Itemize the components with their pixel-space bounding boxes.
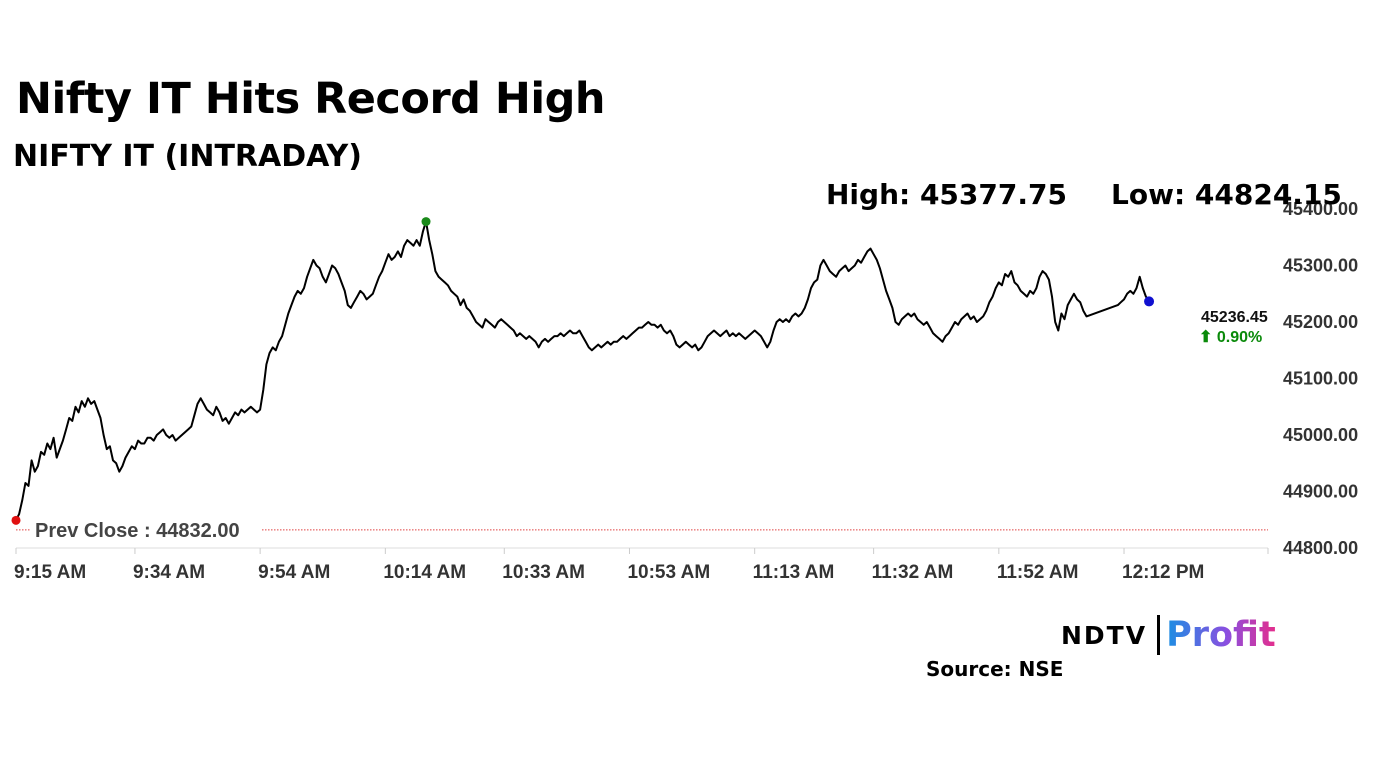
y-tick-label: 44800.00: [1283, 538, 1358, 558]
x-tick-label: 9:54 AM: [258, 562, 330, 583]
chart-title: Nifty IT Hits Record High: [16, 74, 606, 124]
y-tick-label: 45200.00: [1283, 312, 1358, 332]
x-tick-label: 10:33 AM: [502, 562, 585, 583]
day-high-stat: High: 45377.75: [826, 178, 1067, 211]
y-tick-label: 45000.00: [1283, 425, 1358, 445]
y-tick-label: 45100.00: [1283, 369, 1358, 389]
chart-subtitle: NIFTY IT (INTRADAY): [13, 139, 362, 174]
x-tick-label: 10:14 AM: [383, 562, 466, 583]
change-percent-label: ⬆ 0.90%: [1199, 329, 1262, 346]
day-low-stat: Low: 44824.15: [1111, 178, 1342, 211]
y-tick-label: 44900.00: [1283, 482, 1358, 502]
x-tick-label: 9:34 AM: [133, 562, 205, 583]
x-tick-label: 11:13 AM: [753, 562, 835, 583]
x-tick-label: 10:53 AM: [627, 562, 710, 583]
logo-ndtv-text: NDTV: [1061, 620, 1148, 650]
y-tick-label: 45300.00: [1283, 256, 1358, 276]
prev-close-label: Prev Close : 44832.00: [35, 520, 240, 542]
x-tick-label: 11:32 AM: [872, 562, 954, 583]
x-tick-label: 12:12 PM: [1122, 562, 1204, 583]
x-tick-label: 11:52 AM: [997, 562, 1079, 583]
y-tick-label: 45400.00: [1283, 199, 1358, 219]
logo-profit-text: Profit: [1166, 615, 1276, 655]
price-series-line: [15, 220, 1151, 522]
last-price-label: 45236.45: [1201, 309, 1268, 326]
high-marker: [421, 217, 431, 227]
ndtv-profit-logo: NDTV Profit: [1061, 613, 1276, 657]
last-price-marker: [1144, 296, 1155, 307]
source-note: Source: NSE: [926, 657, 1064, 681]
logo-divider: [1157, 615, 1161, 655]
x-tick-label: 9:15 AM: [14, 562, 86, 583]
open-marker: [11, 515, 21, 525]
